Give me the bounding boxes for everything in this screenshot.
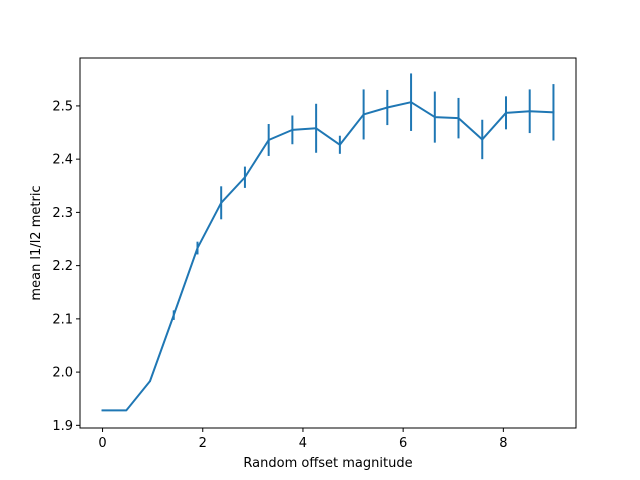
- series-line: [101, 101, 555, 412]
- axes-frame: [79, 57, 577, 429]
- axes: 0 2 4 6 8 1.9 2.0 2.1 2.2 2.3 2.4 2.5: [52, 57, 577, 451]
- y-axis-label: mean l1/l2 metric: [29, 185, 44, 300]
- y-tick-label: 2.4: [52, 153, 73, 168]
- y-tick-label: 2.3: [52, 206, 73, 221]
- y-tick-label: 2.5: [52, 99, 73, 114]
- y-tick-label: 2.2: [52, 259, 73, 274]
- x-tick-label: 6: [399, 436, 407, 451]
- x-tick-label: 8: [499, 436, 507, 451]
- x-axis-label: Random offset magnitude: [243, 456, 412, 471]
- y-tick-label: 1.9: [52, 419, 73, 434]
- x-tick-label: 4: [299, 436, 307, 451]
- x-tick-label: 2: [199, 436, 207, 451]
- y-tick-label: 2.0: [52, 366, 73, 381]
- y-tick-label: 2.1: [52, 312, 73, 327]
- x-tick-label: 0: [98, 436, 106, 451]
- plot-area: [101, 73, 555, 412]
